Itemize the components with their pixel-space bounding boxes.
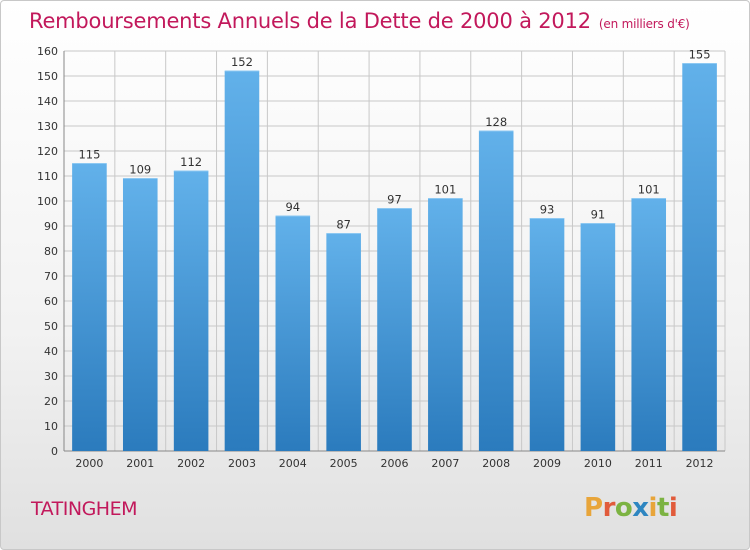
y-tick-label: 130 <box>37 120 58 133</box>
bar-2010 <box>580 223 616 451</box>
bar-2012 <box>682 63 717 451</box>
y-tick-label: 140 <box>37 95 58 108</box>
chart-unit: (en milliers d'€) <box>598 17 690 31</box>
data-label-2005: 87 <box>336 218 351 232</box>
y-tick-label: 60 <box>44 295 58 308</box>
x-axis: 2000 2001 2002 2003 2004 2005 2006 2007 2008 2009… <box>75 457 713 470</box>
bar-2008 <box>478 131 514 451</box>
data-label-2009: 93 <box>540 203 555 217</box>
x-tick-label: 2008 <box>482 457 510 470</box>
commune-name: TATINGHEM <box>31 498 137 520</box>
y-tick-label: 150 <box>37 70 58 83</box>
chart-title-text: Remboursements Annuels de la Dette de 20… <box>29 9 591 33</box>
bars <box>72 63 717 451</box>
y-tick-label: 110 <box>37 170 58 183</box>
y-tick-label: 90 <box>44 220 58 233</box>
bar-2002 <box>173 171 209 451</box>
y-tick-label: 70 <box>44 270 58 283</box>
data-label-2012: 155 <box>689 48 711 62</box>
data-label-2001: 109 <box>129 163 151 177</box>
bar-2007 <box>428 198 463 451</box>
logo-letter: P <box>584 493 603 523</box>
data-label-2003: 152 <box>231 55 253 69</box>
x-tick-label: 2010 <box>584 457 612 470</box>
x-tick-label: 2004 <box>279 457 307 470</box>
y-tick-label: 80 <box>44 245 58 258</box>
logo-letter: t <box>656 493 669 523</box>
bar-2000 <box>72 163 107 451</box>
x-tick-label: 2011 <box>635 457 663 470</box>
y-tick-label: 50 <box>44 320 58 333</box>
data-label-2004: 94 <box>285 200 300 214</box>
y-tick-label: 120 <box>37 145 58 158</box>
y-tick-label: 10 <box>44 420 58 433</box>
bar-2009 <box>529 218 565 451</box>
chart-title: Remboursements Annuels de la Dette de 20… <box>29 9 690 33</box>
y-tick-label: 0 <box>51 445 58 458</box>
data-label-2011: 101 <box>638 183 660 197</box>
x-tick-label: 2012 <box>686 457 714 470</box>
y-tick-label: 20 <box>44 395 58 408</box>
data-label-2002: 112 <box>180 155 202 169</box>
logo-letter: i <box>648 493 658 523</box>
y-tick-label: 100 <box>37 195 58 208</box>
x-tick-label: 2003 <box>228 457 256 470</box>
data-label-2007: 101 <box>434 183 456 197</box>
bar-2001 <box>122 178 158 451</box>
x-tick-label: 2005 <box>330 457 358 470</box>
y-tick-label: 160 <box>37 45 58 58</box>
x-tick-label: 2000 <box>75 457 103 470</box>
bar-2003 <box>224 71 260 451</box>
data-label-2000: 115 <box>78 148 100 162</box>
x-tick-label: 2007 <box>431 457 459 470</box>
y-tick-label: 30 <box>44 370 58 383</box>
y-tick-label: 40 <box>44 345 58 358</box>
proxiti-logo: Proxiti <box>584 493 678 523</box>
bar-2004 <box>275 216 311 451</box>
logo-letter: r <box>602 493 616 523</box>
x-tick-label: 2002 <box>177 457 205 470</box>
data-label-2008: 128 <box>485 115 507 129</box>
bar-2011 <box>631 198 667 451</box>
bar-2005 <box>326 233 361 451</box>
data-labels: 115 109 112 152 94 87 97 101 128 93 91 101 155 <box>78 48 710 232</box>
x-tick-label: 2009 <box>533 457 561 470</box>
data-label-2006: 97 <box>387 193 402 207</box>
x-tick-label: 2006 <box>381 457 409 470</box>
data-label-2010: 91 <box>591 208 606 222</box>
logo-letter: o <box>614 493 633 523</box>
x-tick-label: 2001 <box>126 457 154 470</box>
logo-letter: x <box>632 493 649 523</box>
bar-2006 <box>377 208 412 451</box>
logo-letter: i <box>668 493 678 523</box>
